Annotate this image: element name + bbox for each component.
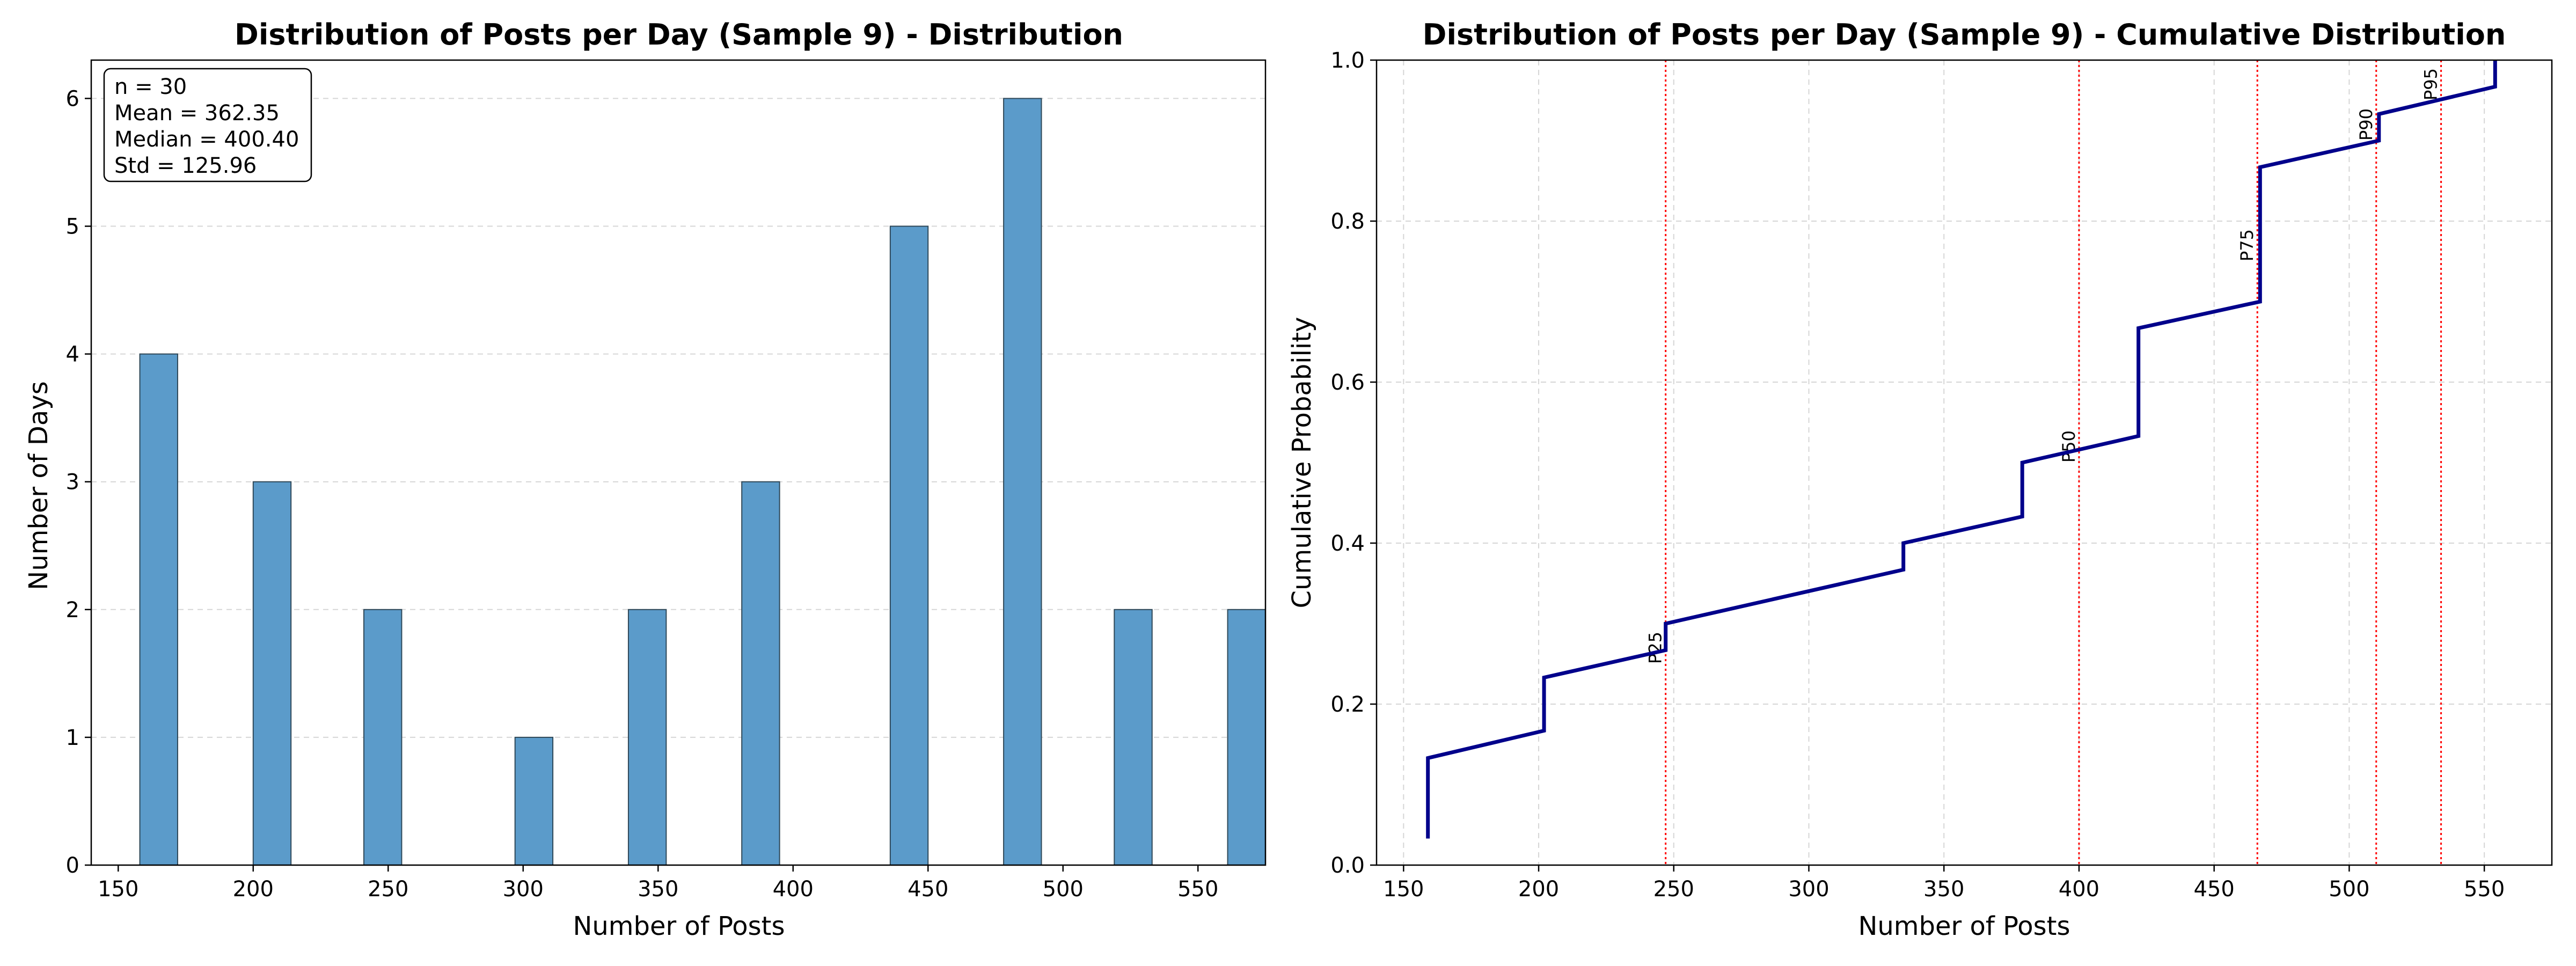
histogram-xtick-label: 550 bbox=[1177, 877, 1218, 902]
stats-median: Median = 400.40 bbox=[114, 127, 299, 152]
cdf-xtick-label: 400 bbox=[2059, 877, 2099, 902]
cdf-xtick-label: 150 bbox=[1383, 877, 1424, 902]
cdf-ticks: 150 200 250 300 350 400 450 500 550 0.0 0.2 0.4 0.6 0… bbox=[1330, 48, 2505, 902]
cdf-ytick-label: 1.0 bbox=[1330, 48, 1365, 73]
histogram-ytick-label: 2 bbox=[66, 598, 79, 623]
percentile-label-p50: P50 bbox=[2059, 430, 2079, 463]
percentile-label-p75: P75 bbox=[2237, 229, 2257, 261]
histogram-bar bbox=[889, 225, 929, 866]
percentile-lines: P25 P50 P75 P90 P95 bbox=[1645, 60, 2442, 865]
cdf-xlabel: Number of Posts bbox=[1858, 911, 2070, 941]
histogram-bar bbox=[627, 609, 667, 866]
histogram-frame bbox=[90, 59, 1267, 866]
cdf-line bbox=[1426, 60, 2497, 839]
histogram-xtick-label: 200 bbox=[233, 877, 274, 902]
histogram-ytick-label: 5 bbox=[66, 215, 79, 239]
stats-std: Std = 125.96 bbox=[114, 153, 257, 178]
histogram-xtick-label: 150 bbox=[98, 877, 138, 902]
stats-box-frame bbox=[103, 68, 312, 182]
cdf-xtick-label: 550 bbox=[2464, 877, 2505, 902]
cdf-ytick-label: 0.2 bbox=[1330, 692, 1365, 717]
histogram-ytick-label: 0 bbox=[66, 853, 79, 878]
cdf-panel: Distribution of Posts per Day (Sample 9)… bbox=[1287, 18, 2553, 941]
histogram-bar bbox=[139, 353, 178, 866]
histogram-bar bbox=[741, 481, 780, 866]
cdf-xtick-label: 450 bbox=[2194, 877, 2235, 902]
cdf-xtick-label: 200 bbox=[1518, 877, 1559, 902]
cdf-ytick-label: 0.0 bbox=[1330, 853, 1365, 878]
histogram-xtick-label: 450 bbox=[908, 877, 948, 902]
histogram-bar bbox=[363, 609, 402, 866]
histogram-ytick-label: 6 bbox=[66, 86, 79, 111]
histogram-ytick-label: 1 bbox=[66, 726, 79, 750]
cdf-ytick-label: 0.8 bbox=[1330, 209, 1365, 234]
histogram-xlabel: Number of Posts bbox=[573, 911, 785, 941]
histogram-ylabel: Number of Days bbox=[24, 381, 54, 590]
percentile-label-p95: P95 bbox=[2421, 68, 2441, 100]
histogram-xtick-label: 300 bbox=[503, 877, 544, 902]
histogram-bars bbox=[139, 98, 1266, 866]
cdf-xtick-label: 250 bbox=[1653, 877, 1694, 902]
stats-n: n = 30 bbox=[114, 75, 187, 99]
cdf-frame bbox=[1375, 59, 2553, 866]
stats-mean: Mean = 362.35 bbox=[114, 101, 280, 126]
histogram-xtick-label: 400 bbox=[773, 877, 814, 902]
histogram-ticks: 150 200 250 300 350 400 450 500 550 0 1 2 3 4 5 6 bbox=[66, 86, 1219, 902]
cdf-title: Distribution of Posts per Day (Sample 9)… bbox=[1423, 18, 2506, 52]
stats-box: n = 30 Mean = 362.35 Median = 400.40 Std… bbox=[103, 68, 312, 182]
cdf-ytick-label: 0.6 bbox=[1330, 370, 1365, 395]
cdf-ytick-label: 0.4 bbox=[1330, 531, 1365, 556]
cdf-xtick-label: 350 bbox=[1923, 877, 1964, 902]
histogram-title: Distribution of Posts per Day (Sample 9)… bbox=[235, 18, 1123, 52]
histogram-panel: Distribution of Posts per Day (Sample 9)… bbox=[24, 18, 1267, 941]
histogram-xtick-label: 350 bbox=[638, 877, 678, 902]
histogram-ytick-label: 3 bbox=[66, 470, 79, 495]
histogram-bar bbox=[1227, 609, 1266, 866]
histogram-xtick-label: 250 bbox=[368, 877, 408, 902]
cdf-xtick-label: 500 bbox=[2329, 877, 2369, 902]
histogram-bar bbox=[514, 736, 554, 866]
percentile-label-p90: P90 bbox=[2356, 108, 2376, 141]
histogram-bar bbox=[1114, 609, 1153, 866]
cdf-xtick-label: 300 bbox=[1788, 877, 1829, 902]
cdf-ylabel: Cumulative Probability bbox=[1287, 317, 1317, 609]
histogram-bar bbox=[1003, 98, 1042, 866]
histogram-xtick-label: 500 bbox=[1043, 877, 1084, 902]
histogram-ytick-label: 4 bbox=[66, 342, 79, 367]
percentile-label-p25: P25 bbox=[1645, 632, 1666, 664]
histogram-bar bbox=[252, 481, 292, 866]
